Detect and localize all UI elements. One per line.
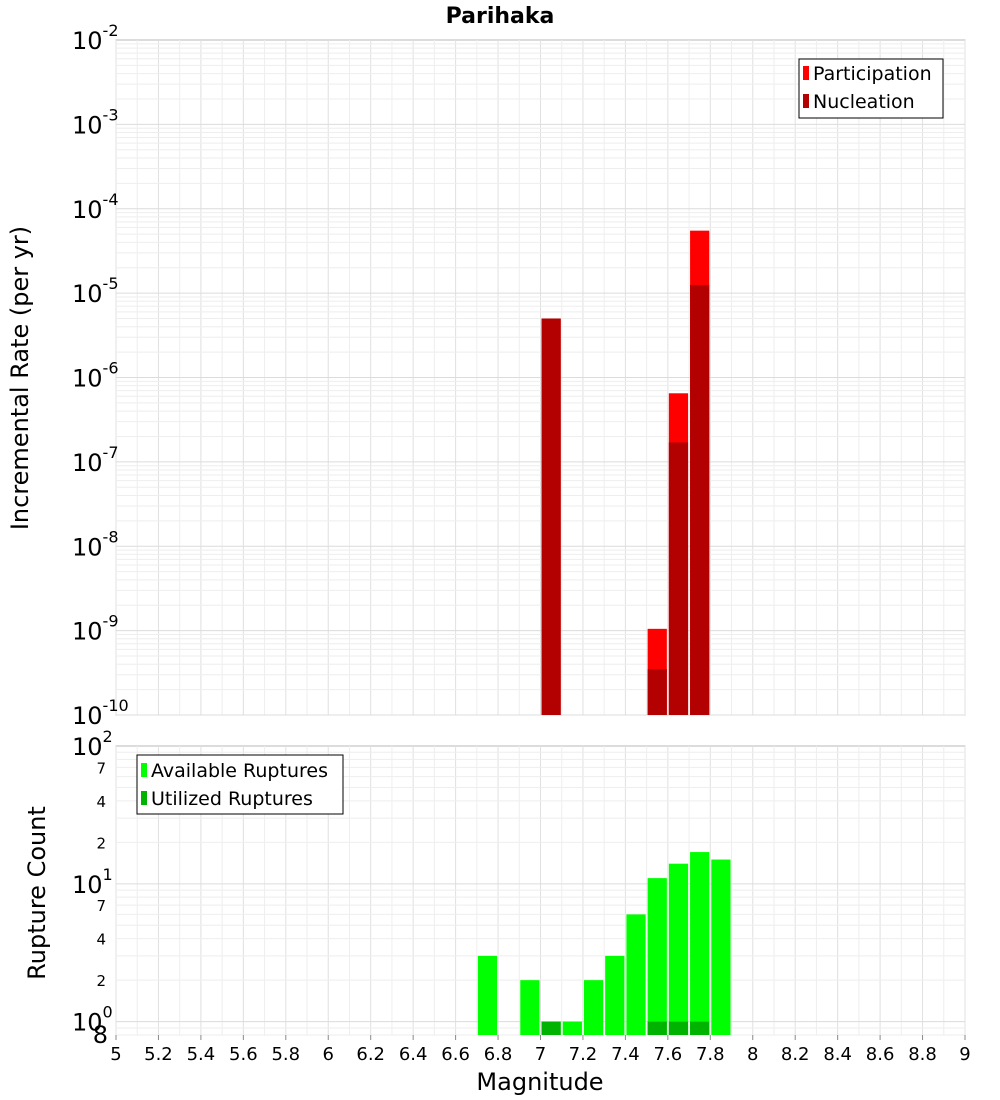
legend-swatch-utilized [141, 791, 147, 805]
x-tick-label: 5.6 [229, 1044, 258, 1065]
y-minor-tick-label: 4 [96, 931, 106, 949]
count-plot-y-ticks: 102 101 100 7 4 2 7 4 2 8 [72, 727, 113, 1049]
bar-available-ruptures [626, 914, 646, 1035]
bar-nucleation [668, 442, 689, 715]
count-plot-grid [115, 746, 966, 1036]
y-minor-tick-label: 2 [96, 834, 106, 852]
rate-legend: Participation Nucleation [798, 58, 944, 119]
x-tick-label: 8.8 [908, 1044, 937, 1065]
y-tick-label: 10-10 [72, 696, 129, 730]
y-minor-tick-label: 7 [96, 759, 106, 777]
x-tick-label: 7.6 [654, 1044, 683, 1065]
x-tick-label: 6.2 [356, 1044, 385, 1065]
x-tick-label: 7.2 [569, 1044, 598, 1065]
y-tick-label: 102 [72, 727, 113, 761]
legend-swatch-available [141, 763, 147, 777]
bar-available-ruptures [562, 1021, 582, 1035]
x-tick-label: 6.8 [484, 1044, 513, 1065]
y-tick-label: 10-5 [72, 274, 119, 308]
x-tick-label: 6.6 [441, 1044, 470, 1065]
bar-nucleation [541, 318, 561, 715]
rate-y-axis-label: Incremental Rate (per yr) [6, 226, 34, 530]
x-tick-label: 5 [110, 1044, 121, 1065]
bar-utilized-ruptures [690, 1021, 710, 1035]
bar-utilized-ruptures [668, 1021, 689, 1035]
bar-nucleation [647, 669, 667, 715]
legend-swatch-participation [803, 66, 809, 80]
y-minor-tick-label: 2 [96, 972, 106, 990]
count-y-axis-label: Rupture Count [23, 806, 51, 980]
bar-available-ruptures [583, 980, 604, 1035]
y-tick-label: 10-6 [72, 359, 119, 393]
y-tick-label: 10-8 [72, 527, 119, 561]
bar-utilized-ruptures [647, 1021, 667, 1035]
x-tick-label: 7.4 [611, 1044, 640, 1065]
bar-available-ruptures [647, 878, 667, 1035]
x-axis-label: Magnitude [476, 1068, 603, 1096]
rate-plot-y-ticks: 10-2 10-3 10-4 10-5 10-6 10-7 10-8 10-9 10-10 [72, 21, 129, 730]
y-minor-tick-label: 4 [96, 793, 106, 811]
legend-label-nucleation: Nucleation [813, 91, 915, 113]
x-tick-label: 8 [747, 1044, 758, 1065]
x-tick-label: 8.4 [823, 1044, 852, 1065]
x-tick-label: 5.8 [271, 1044, 300, 1065]
x-tick-label: 8.2 [781, 1044, 810, 1065]
x-tick-label: 7 [535, 1044, 546, 1065]
bar-available-ruptures [690, 852, 710, 1035]
x-tick-label: 5.2 [144, 1044, 173, 1065]
x-tick-label: 5.4 [187, 1044, 216, 1065]
bar-available-ruptures [605, 955, 625, 1035]
x-tick-label: 6.4 [399, 1044, 428, 1065]
rate-legend-box [798, 58, 944, 119]
x-tick-label: 8.6 [866, 1044, 895, 1065]
legend-label-utilized: Utilized Ruptures [151, 788, 313, 810]
count-legend: Available Ruptures Utilized Ruptures [136, 754, 344, 815]
bar-available-ruptures [711, 859, 731, 1035]
y-minor-tick-label: 8 [93, 1021, 108, 1049]
bar-available-ruptures [520, 980, 540, 1035]
bar-available-ruptures [668, 863, 689, 1035]
bar-nucleation [690, 284, 710, 715]
x-tick-label: 9 [959, 1044, 970, 1065]
x-tick-label: 7.8 [696, 1044, 725, 1065]
y-tick-label: 10-4 [72, 190, 119, 224]
x-tick-label: 6 [323, 1044, 334, 1065]
y-tick-label: 10-2 [72, 21, 119, 55]
count-legend-box [136, 754, 344, 815]
legend-label-participation: Participation [813, 63, 932, 85]
count-plot-bars [477, 852, 731, 1035]
y-tick-label: 10-7 [72, 443, 119, 477]
y-minor-tick-label: 7 [96, 897, 106, 915]
y-tick-label: 10-9 [72, 612, 119, 646]
bar-utilized-ruptures [541, 1021, 561, 1035]
legend-label-available: Available Ruptures [151, 760, 328, 782]
rate-plot-grid [115, 40, 966, 716]
y-tick-label: 101 [72, 865, 113, 899]
y-tick-label: 10-3 [72, 105, 119, 139]
chart-title: Parihaka [446, 4, 555, 29]
y-tick-label: 100 [72, 1003, 113, 1037]
count-plot-x-ticks: 5 5.2 5.4 5.6 5.8 6 6.2 6.4 6.6 6.8 7 7.2 7.4 7.6 7.8 8… [110, 1035, 971, 1065]
bar-available-ruptures [477, 955, 498, 1035]
legend-swatch-nucleation [803, 94, 809, 108]
rate-plot-bars [541, 230, 710, 715]
